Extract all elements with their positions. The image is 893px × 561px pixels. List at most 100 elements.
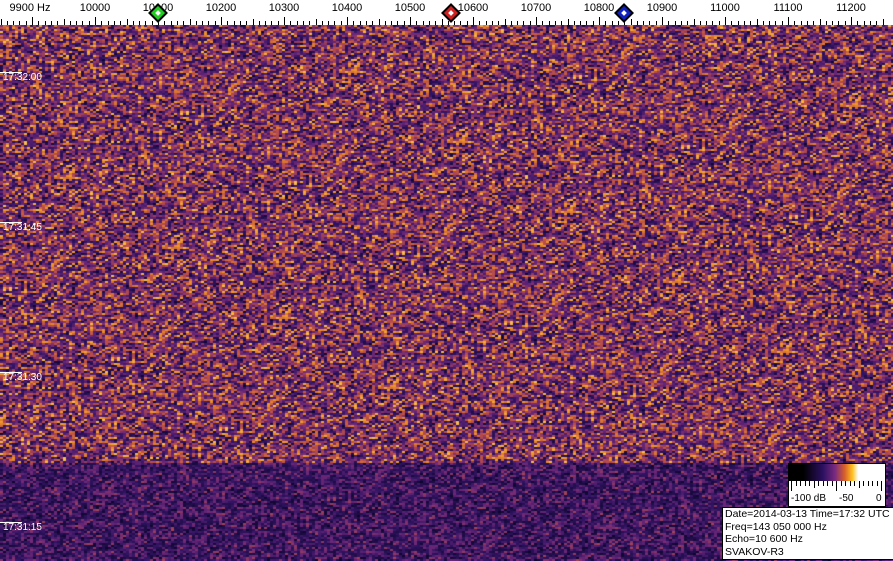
frequency-tick: [89, 21, 90, 25]
frequency-tick: [95, 17, 96, 25]
frequency-tick: [744, 21, 745, 25]
scale-tick: [831, 481, 833, 486]
color-gradient: [789, 464, 885, 481]
frequency-tick: [643, 21, 644, 25]
frequency-tick: [775, 21, 776, 25]
frequency-tick: [687, 21, 688, 25]
frequency-tick: [807, 21, 808, 25]
time-label: 17:32:00: [3, 72, 42, 83]
frequency-tick: [712, 21, 713, 25]
scale-tick: [881, 481, 882, 491]
frequency-tick: [637, 21, 638, 25]
frequency-tick: [196, 21, 197, 25]
time-tick: [0, 222, 22, 223]
frequency-tick: [385, 21, 386, 25]
frequency-tick: [114, 21, 115, 25]
frequency-tick: [297, 21, 298, 25]
frequency-tick: [826, 21, 827, 25]
frequency-tick: [32, 17, 33, 25]
frequency-label: 11000: [710, 2, 740, 14]
frequency-tick: [347, 17, 348, 25]
frequency-tick: [64, 19, 65, 25]
info-echo: Echo=10 600 Hz: [725, 533, 803, 545]
time-tick: [0, 372, 22, 373]
frequency-tick: [334, 21, 335, 25]
frequency-tick: [341, 21, 342, 25]
frequency-tick: [309, 21, 310, 25]
frequency-tick: [530, 21, 531, 25]
scale-tick: [804, 481, 806, 486]
frequency-tick: [511, 21, 512, 25]
frequency-tick: [706, 21, 707, 25]
time-label: 17:31:30: [3, 372, 42, 383]
frequency-tick: [379, 19, 380, 25]
frequency-tick: [574, 21, 575, 25]
frequency-tick: [662, 17, 663, 25]
frequency-tick: [120, 21, 121, 25]
scale-tick: [863, 481, 864, 486]
frequency-tick: [278, 21, 279, 25]
frequency-tick: [788, 17, 789, 25]
frequency-tick: [101, 21, 102, 25]
frequency-label: 10200: [205, 2, 237, 14]
info-station: SVAKOV-R3: [725, 545, 784, 558]
frequency-tick: [1, 19, 2, 25]
frequency-label: 10000: [79, 2, 111, 14]
frequency-tick: [290, 21, 291, 25]
scale-tick: [800, 481, 801, 486]
frequency-tick: [152, 21, 153, 25]
scale-tick: [867, 481, 869, 486]
frequency-tick: [372, 21, 373, 25]
frequency-tick: [586, 21, 587, 25]
frequency-tick: [139, 21, 140, 25]
frequency-tick: [410, 17, 411, 25]
frequency-tick: [681, 21, 682, 25]
frequency-tick: [813, 21, 814, 25]
frequency-tick: [542, 21, 543, 25]
frequency-tick: [416, 21, 417, 25]
frequency-axis: 9900 Hz100001010010200103001040010500106…: [0, 0, 893, 25]
frequency-tick: [876, 21, 877, 25]
scale-tick: [827, 481, 828, 486]
frequency-tick: [7, 21, 8, 25]
scale-tick: [849, 481, 851, 486]
frequency-tick: [183, 21, 184, 25]
frequency-tick: [794, 21, 795, 25]
frequency-tick: [145, 21, 146, 25]
frequency-tick: [13, 21, 14, 25]
frequency-tick: [271, 21, 272, 25]
frequency-tick: [240, 21, 241, 25]
frequency-tick: [171, 21, 172, 25]
scale-tick: [822, 481, 824, 486]
frequency-label: 10700: [520, 2, 552, 14]
frequency-tick: [725, 17, 726, 25]
frequency-tick: [51, 21, 52, 25]
frequency-tick: [649, 21, 650, 25]
color-scale: -100 dB -50 0: [788, 463, 886, 507]
frequency-tick: [429, 21, 430, 25]
frequency-tick: [555, 21, 556, 25]
frequency-tick: [45, 21, 46, 25]
frequency-tick: [883, 19, 884, 25]
time-label: 17:31:45: [3, 222, 42, 233]
frequency-tick: [26, 21, 27, 25]
frequency-tick: [486, 21, 487, 25]
frequency-tick: [202, 21, 203, 25]
spectrogram-waterfall: [0, 25, 893, 561]
frequency-tick: [498, 21, 499, 25]
scale-tick: [840, 481, 842, 486]
frequency-tick: [208, 21, 209, 25]
frequency-tick: [505, 19, 506, 25]
info-frequency: Freq=143 050 000 Hz: [725, 520, 827, 533]
frequency-tick: [19, 21, 20, 25]
frequency-tick: [631, 19, 632, 25]
frequency-label: 10900: [646, 2, 678, 14]
frequency-tick: [656, 21, 657, 25]
frequency-tick: [561, 21, 562, 25]
frequency-tick: [549, 21, 550, 25]
frequency-tick: [536, 17, 537, 25]
frequency-tick: [845, 21, 846, 25]
frequency-tick: [127, 19, 128, 25]
frequency-tick: [133, 21, 134, 25]
scale-label-mid: -50: [839, 493, 854, 504]
